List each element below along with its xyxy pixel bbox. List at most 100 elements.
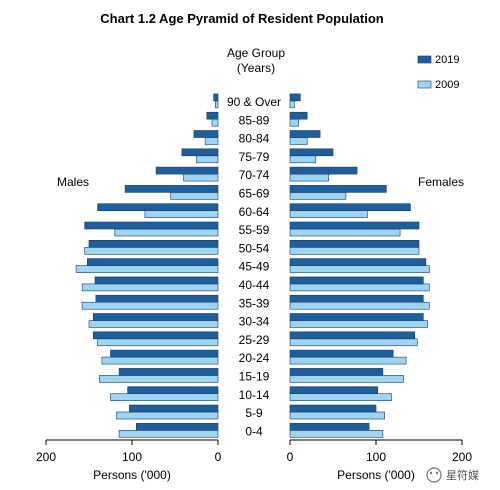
- bar-female-2009-0-4: [289, 429, 384, 438]
- x-tick-label: 0: [287, 450, 294, 464]
- age-label-75-79: 75-79: [239, 150, 270, 164]
- bar-female-2009-15-19: [289, 375, 404, 383]
- watermark-text: 星符媒: [446, 469, 479, 482]
- bar-female-2019-80-84: [289, 130, 321, 138]
- bar-female-2019-90-over: [289, 93, 301, 102]
- bar-female-2009-5-9: [289, 411, 385, 420]
- legend-label-2019: 2019: [435, 54, 459, 66]
- bar-female-2019-10-14: [289, 386, 379, 395]
- age-label-20-24: 20-24: [239, 351, 270, 365]
- bar-male-2019-40-44: [94, 276, 219, 285]
- x-tick-label: 200: [36, 450, 56, 464]
- bar-male-2019-35-39: [95, 294, 219, 303]
- bar-male-2019-45-49: [86, 258, 219, 266]
- wechat-icon-eye: [435, 471, 439, 475]
- bar-male-2019-90-over: [213, 93, 219, 102]
- bar-male-2009-45-49: [75, 265, 219, 273]
- bar-male-2009-0-4: [118, 429, 219, 438]
- bar-female-2019-25-29: [289, 331, 415, 340]
- bar-male-2019-70-74: [155, 166, 219, 175]
- age-label-5-9: 5-9: [245, 406, 263, 420]
- age-label-10-14: 10-14: [239, 388, 270, 402]
- age-label-80-84: 80-84: [239, 132, 270, 146]
- bar-male-2019-65-69: [124, 185, 219, 193]
- bar-male-2019-75-79: [181, 148, 219, 157]
- bar-male-2019-20-24: [110, 349, 219, 358]
- females-label: Females: [418, 175, 464, 189]
- legend-swatch-2009: [417, 80, 432, 89]
- age-labels-group: 0-4 5-9 10-14 15-19 20-24 25-29 30-34 35-39 40-4…: [227, 95, 281, 438]
- bar-female-2009-70-74: [289, 173, 330, 182]
- bar-female-2009-65-69: [289, 192, 347, 200]
- legend-swatch-2019: [417, 55, 432, 64]
- bar-female-2019-85-89: [289, 111, 308, 120]
- bar-female-2009-35-39: [289, 301, 430, 310]
- wechat-icon-eye: [429, 471, 433, 475]
- age-label-0-4: 0-4: [245, 424, 263, 438]
- age-label-35-39: 35-39: [239, 296, 270, 310]
- bar-female-2019-0-4: [289, 422, 370, 431]
- age-group-units: (Years): [237, 61, 275, 75]
- bar-female-2009-60-64: [289, 210, 368, 218]
- bar-female-2019-30-34: [289, 313, 424, 321]
- bar-female-2009-50-54: [289, 247, 420, 255]
- bar-male-2009-35-39: [81, 301, 219, 310]
- bar-female-2019-50-54: [289, 240, 420, 248]
- wechat-icon: [426, 467, 442, 483]
- age-label-15-19: 15-19: [239, 369, 270, 383]
- age-label-70-74: 70-74: [239, 168, 270, 182]
- bar-female-2009-45-49: [289, 265, 430, 273]
- age-group-label: Age Group: [227, 46, 285, 60]
- bar-female-2009-75-79: [289, 155, 317, 164]
- legend: 2019 2009: [417, 54, 459, 91]
- bar-female-2019-60-64: [289, 203, 411, 211]
- x-tick-label: 200: [452, 450, 472, 464]
- watermark: 星符媒: [426, 467, 479, 483]
- bar-female-2009-90-over: [289, 100, 295, 109]
- bar-male-2009-55-59: [114, 228, 219, 237]
- bar-male-2009-90-over: [215, 100, 219, 109]
- bar-male-2019-25-29: [93, 331, 219, 340]
- bar-female-2009-85-89: [289, 118, 299, 127]
- bar-male-2009-85-89: [211, 118, 219, 127]
- bar-male-2019-60-64: [97, 203, 219, 211]
- x-axis-left: 200 100 0 Persons ('000): [36, 439, 222, 482]
- bar-male-2019-55-59: [84, 221, 219, 230]
- bar-female-2019-40-44: [289, 276, 424, 285]
- bar-male-2019-30-34: [93, 313, 219, 321]
- age-label-45-49: 45-49: [239, 260, 270, 274]
- age-label-55-59: 55-59: [239, 223, 270, 237]
- bar-male-2009-50-54: [84, 247, 219, 255]
- bar-male-2009-60-64: [144, 210, 219, 218]
- bar-male-2019-50-54: [88, 240, 219, 248]
- bar-female-2009-25-29: [289, 338, 418, 347]
- x-tick-label: 0: [215, 450, 222, 464]
- bar-male-2019-15-19: [118, 368, 219, 376]
- bar-male-2009-80-84: [204, 137, 219, 145]
- bar-female-2019-65-69: [289, 185, 387, 193]
- bars-group: [75, 93, 430, 438]
- bar-female-2019-5-9: [289, 404, 377, 413]
- bar-male-2009-75-79: [196, 155, 219, 164]
- age-label-65-69: 65-69: [239, 186, 270, 200]
- bar-male-2019-85-89: [206, 111, 219, 120]
- bar-male-2009-25-29: [97, 338, 219, 347]
- bar-male-2009-30-34: [88, 320, 219, 328]
- bar-male-2019-5-9: [129, 404, 219, 413]
- bar-female-2009-20-24: [289, 356, 407, 365]
- bar-female-2019-45-49: [289, 258, 427, 266]
- chart-title: Chart 1.2 Age Pyramid of Resident Popula…: [100, 11, 383, 26]
- age-label-50-54: 50-54: [239, 241, 270, 255]
- age-label-60-64: 60-64: [239, 205, 270, 219]
- bar-female-2019-55-59: [289, 221, 420, 230]
- x-axis-label-left: Persons ('000): [93, 468, 171, 482]
- bar-female-2019-15-19: [289, 368, 384, 376]
- bar-female-2009-30-34: [289, 320, 428, 328]
- bar-female-2019-20-24: [289, 349, 394, 358]
- bar-male-2019-80-84: [193, 130, 219, 138]
- bar-male-2019-0-4: [136, 422, 219, 431]
- bar-female-2019-35-39: [289, 294, 424, 303]
- bar-male-2009-10-14: [110, 393, 219, 402]
- bar-male-2009-15-19: [99, 375, 219, 383]
